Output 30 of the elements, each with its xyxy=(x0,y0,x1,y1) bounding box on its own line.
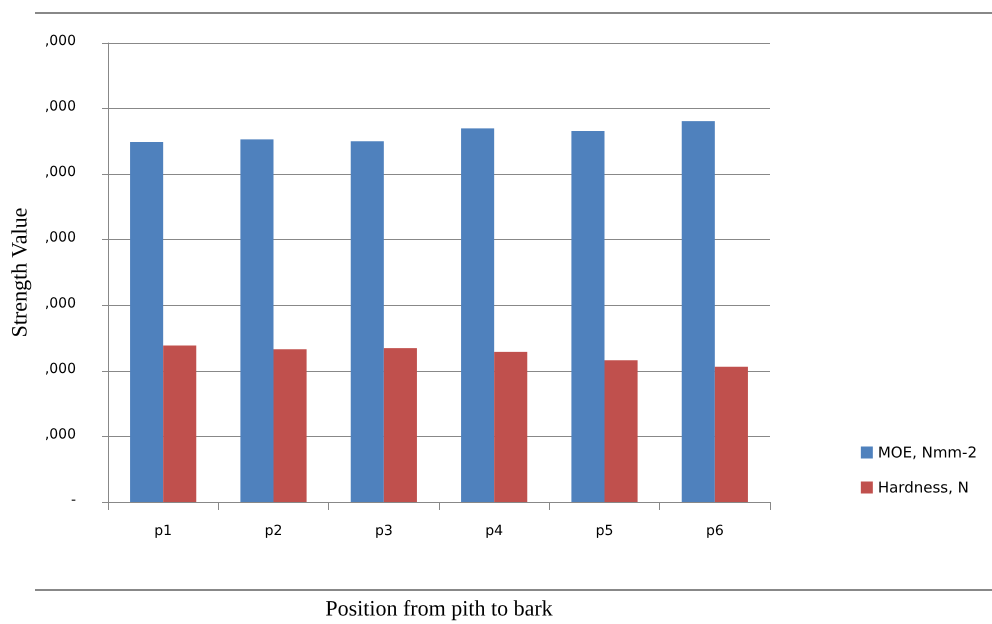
x-axis-title: Position from pith to bark xyxy=(325,596,553,620)
text: ,000 xyxy=(44,33,76,49)
text: - xyxy=(70,492,76,508)
legend-label: Hardness, N xyxy=(878,478,969,496)
text: ,000 xyxy=(44,98,76,115)
text: ,000 xyxy=(44,164,76,180)
text: ,000 xyxy=(44,230,76,246)
bar xyxy=(682,121,715,502)
bar xyxy=(274,349,307,502)
bar xyxy=(163,345,196,502)
y-axis-title: Strength Value xyxy=(6,208,32,338)
bar xyxy=(714,366,748,502)
x-tick-label: p6 xyxy=(706,523,724,539)
legend-label: MOE, Nmm-2 xyxy=(878,444,978,462)
bar xyxy=(384,348,417,502)
x-tick-label: p5 xyxy=(596,523,614,539)
text: ,000 xyxy=(44,426,76,442)
x-tick-label: p3 xyxy=(374,523,393,539)
bar xyxy=(461,128,494,502)
bar xyxy=(130,142,164,502)
bar xyxy=(240,139,274,502)
x-tick-label: p2 xyxy=(264,523,282,539)
text: ,000 xyxy=(44,360,76,377)
x-tick-label: p1 xyxy=(154,523,172,539)
x-tick-label: p4 xyxy=(485,523,504,539)
text: ,000 xyxy=(44,295,76,312)
bar xyxy=(604,360,638,502)
bar xyxy=(350,141,384,502)
bar xyxy=(494,352,528,502)
bar xyxy=(571,130,604,502)
